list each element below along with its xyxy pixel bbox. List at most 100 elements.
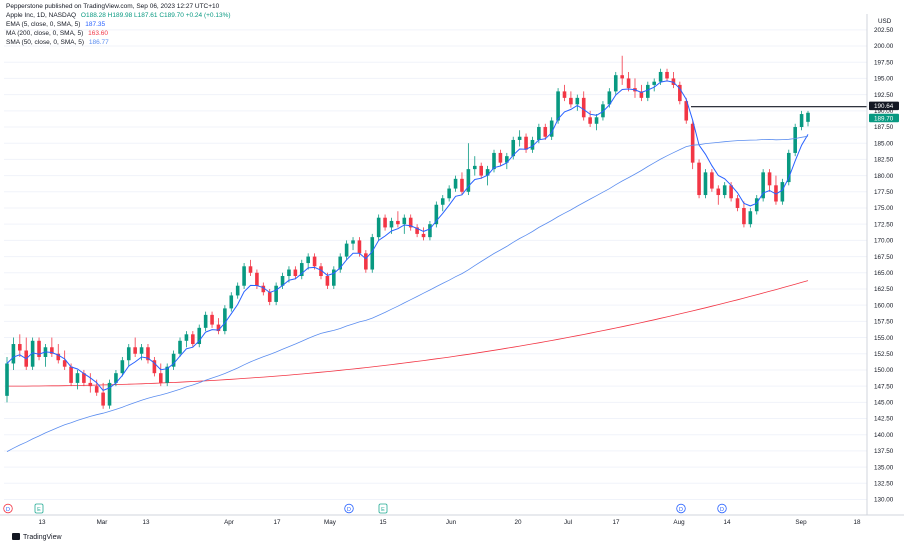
candle-body: [530, 139, 535, 150]
candle-body: [710, 172, 714, 189]
candle-body: [780, 182, 785, 202]
dividend-marker-icon: [676, 503, 686, 514]
candle-body: [466, 169, 471, 192]
candle-body: [440, 198, 445, 205]
candle-body: [485, 169, 490, 176]
candle-body: [729, 185, 733, 199]
tradingview-footer[interactable]: TradingView: [12, 533, 62, 541]
event-marker-label: D: [6, 507, 10, 513]
sma-value: 186.77: [88, 39, 109, 46]
price-tick-label: 200.00: [874, 43, 894, 50]
candle-body: [671, 78, 676, 85]
candle-body: [549, 120, 554, 137]
price-tick-label: 197.50: [874, 59, 894, 66]
candle-body: [133, 347, 137, 354]
candle-body: [299, 263, 304, 277]
candle-body: [165, 366, 169, 383]
candle-body: [569, 97, 573, 105]
event-marker-label: D: [720, 507, 724, 513]
time-tick-label: 18: [853, 519, 861, 526]
tradingview-logo-icon: [12, 533, 20, 540]
sma-legend[interactable]: SMA (50, close, 0, SMA, 5) 186.77: [6, 39, 109, 47]
time-tick-label: 13: [142, 519, 150, 526]
candle-body: [248, 266, 253, 273]
candle-body: [216, 324, 221, 332]
candle-body: [517, 136, 522, 140]
candle-body: [479, 165, 483, 176]
candle-body: [665, 71, 669, 79]
candle-body: [255, 272, 259, 286]
candle-body: [415, 227, 419, 234]
candle-body: [735, 198, 740, 208]
candle-body: [325, 276, 330, 286]
candle-body: [594, 117, 599, 124]
candle-body: [306, 256, 310, 264]
currency-label: USD: [878, 18, 892, 25]
ema-legend[interactable]: EMA (5, close, 0, SMA, 5) 187.35: [6, 21, 105, 29]
candle-body: [421, 233, 426, 238]
candle-body: [357, 240, 362, 254]
price-tick-label: 180.00: [874, 173, 894, 180]
candle-body: [742, 207, 746, 225]
candle-body: [139, 347, 144, 354]
earnings-marker-icon: [34, 503, 44, 514]
candle-body: [178, 340, 182, 354]
sma-50-line: [6, 135, 809, 452]
time-axis[interactable]: 13 Mar 13 Apr 17 May 15 Jun 20 Jul 17 Aug 14 Sep 18: [38, 519, 861, 526]
ma-legend[interactable]: MA (200, close, 0, SMA, 5) 163.60: [6, 30, 108, 38]
price-tag-label: 189.70: [874, 115, 894, 122]
candle-body: [581, 97, 586, 118]
candle-body: [498, 152, 503, 163]
price-tick-label: 170.00: [874, 238, 894, 245]
ema-value: 187.35: [85, 21, 106, 28]
candle-body: [126, 347, 131, 361]
candle-body: [767, 172, 772, 186]
price-tick-label: 172.50: [874, 221, 894, 228]
candle-body: [646, 84, 650, 98]
price-tick-label: 177.50: [874, 189, 894, 196]
price-tick-label: 155.00: [874, 335, 894, 342]
candle-body: [562, 91, 567, 98]
price-tick-label: 132.50: [874, 481, 894, 488]
candle-body: [774, 185, 778, 202]
candle-body: [351, 240, 355, 244]
time-tick-label: 20: [514, 519, 522, 526]
candle-body: [453, 178, 458, 189]
candle-body: [428, 224, 432, 238]
candle-body: [678, 84, 682, 102]
price-tick-label: 187.50: [874, 124, 894, 131]
ma-200-line: [7, 280, 809, 387]
time-tick-label: Aug: [673, 519, 685, 526]
candle-body: [274, 285, 278, 302]
price-axis[interactable]: 130.00 132.50 135.00 137.50 140.00 142.50 145.…: [874, 27, 894, 504]
candle-body: [690, 123, 695, 163]
candle-body: [588, 117, 592, 124]
candle-body: [88, 382, 93, 387]
price-tick-label: 175.00: [874, 205, 894, 212]
candle-body: [312, 256, 317, 267]
candle-body: [338, 256, 343, 270]
price-tag-label: 190.64: [874, 103, 894, 110]
candle-body: [280, 276, 285, 286]
candles: [5, 55, 810, 409]
candle-body: [601, 104, 605, 118]
candle-body: [242, 266, 246, 286]
candle-body: [344, 243, 349, 257]
candle-body: [94, 386, 99, 393]
time-tick-label: Apr: [224, 519, 234, 526]
candle-body: [11, 344, 16, 364]
time-tick-label: Sep: [795, 519, 807, 526]
grid: [4, 29, 867, 500]
candle-body: [210, 314, 214, 325]
candle-body: [505, 156, 509, 163]
candle-body: [287, 269, 291, 277]
candle-body: [146, 347, 150, 361]
candle-body: [626, 78, 631, 89]
candle-body: [203, 314, 208, 328]
ohlc-values: O188.28 H189.98 L187.61 C189.70 +0.24 (+…: [80, 12, 231, 19]
candle-body: [716, 188, 721, 196]
price-tick-label: 140.00: [874, 432, 894, 439]
ema-5-line: [6, 80, 809, 391]
